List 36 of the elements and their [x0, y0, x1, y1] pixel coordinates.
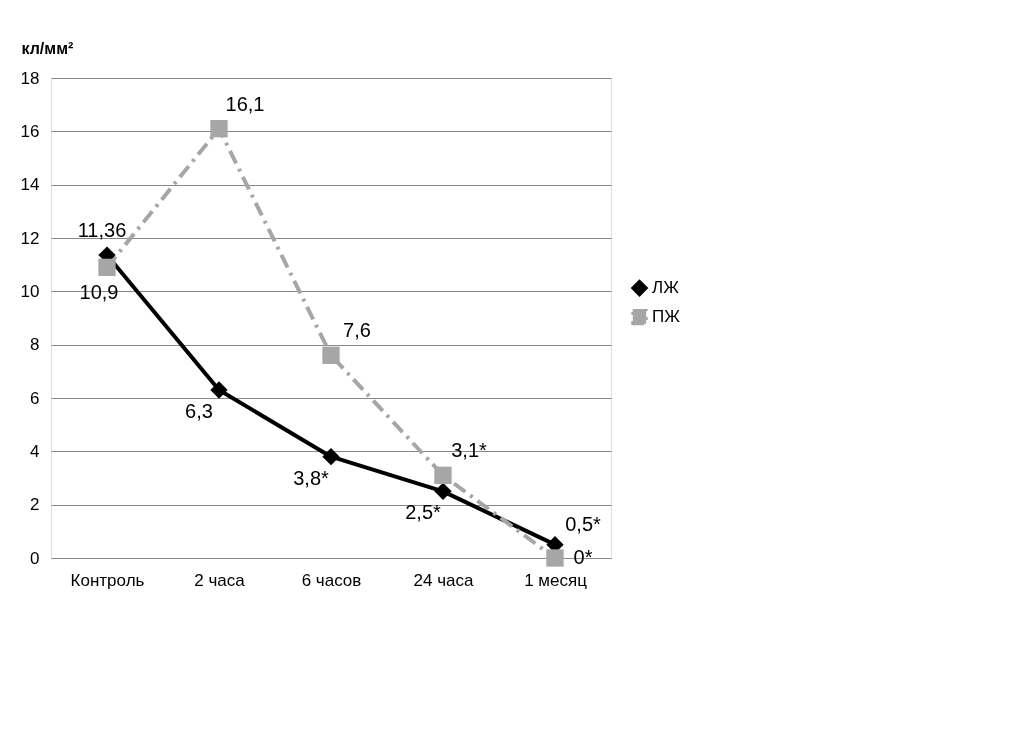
legend-label: ЛЖ [652, 278, 680, 298]
data-label: 7,6 [343, 319, 371, 342]
x-tick-label: 1 месяц [524, 570, 588, 590]
point [210, 120, 228, 138]
y-tick-label: 16 [20, 121, 40, 141]
legend-label: ПЖ [652, 307, 681, 327]
data-label: 0,5* [565, 512, 602, 535]
y-tick-label: 14 [20, 175, 40, 195]
y-tick-label: 2 [30, 495, 40, 515]
data-label: 10,9 [79, 281, 119, 304]
x-tick-label: 2 часа [194, 570, 246, 590]
data-label: 3,8* [293, 466, 330, 489]
point [546, 549, 564, 567]
y-tick-label: 8 [30, 335, 40, 355]
point [98, 258, 116, 276]
x-tick-label: Контроль [70, 570, 145, 590]
point [322, 346, 340, 364]
y-tick-label: 12 [20, 228, 40, 248]
data-label: 11,36 [77, 219, 127, 242]
y-tick-label: 4 [30, 441, 40, 461]
y-tick-label: 0 [30, 548, 40, 568]
point [434, 466, 452, 484]
data-label: 0* [573, 546, 593, 568]
x-tick-label: 6 часов [301, 570, 362, 590]
x-tick-label: 24 часа [413, 570, 474, 590]
point [322, 448, 340, 466]
data-label: 16,1 [225, 92, 265, 115]
point [434, 482, 452, 500]
y-tick-label: 10 [20, 281, 40, 301]
y-tick-label: 18 [20, 68, 40, 88]
y-tick-label: 6 [30, 388, 40, 408]
data-label: 6,3 [185, 400, 213, 422]
data-label: 2,5* [405, 501, 442, 524]
data-label: 3,1* [451, 439, 488, 462]
point [210, 381, 228, 399]
y-axis-title: кл/мм² [21, 39, 74, 57]
